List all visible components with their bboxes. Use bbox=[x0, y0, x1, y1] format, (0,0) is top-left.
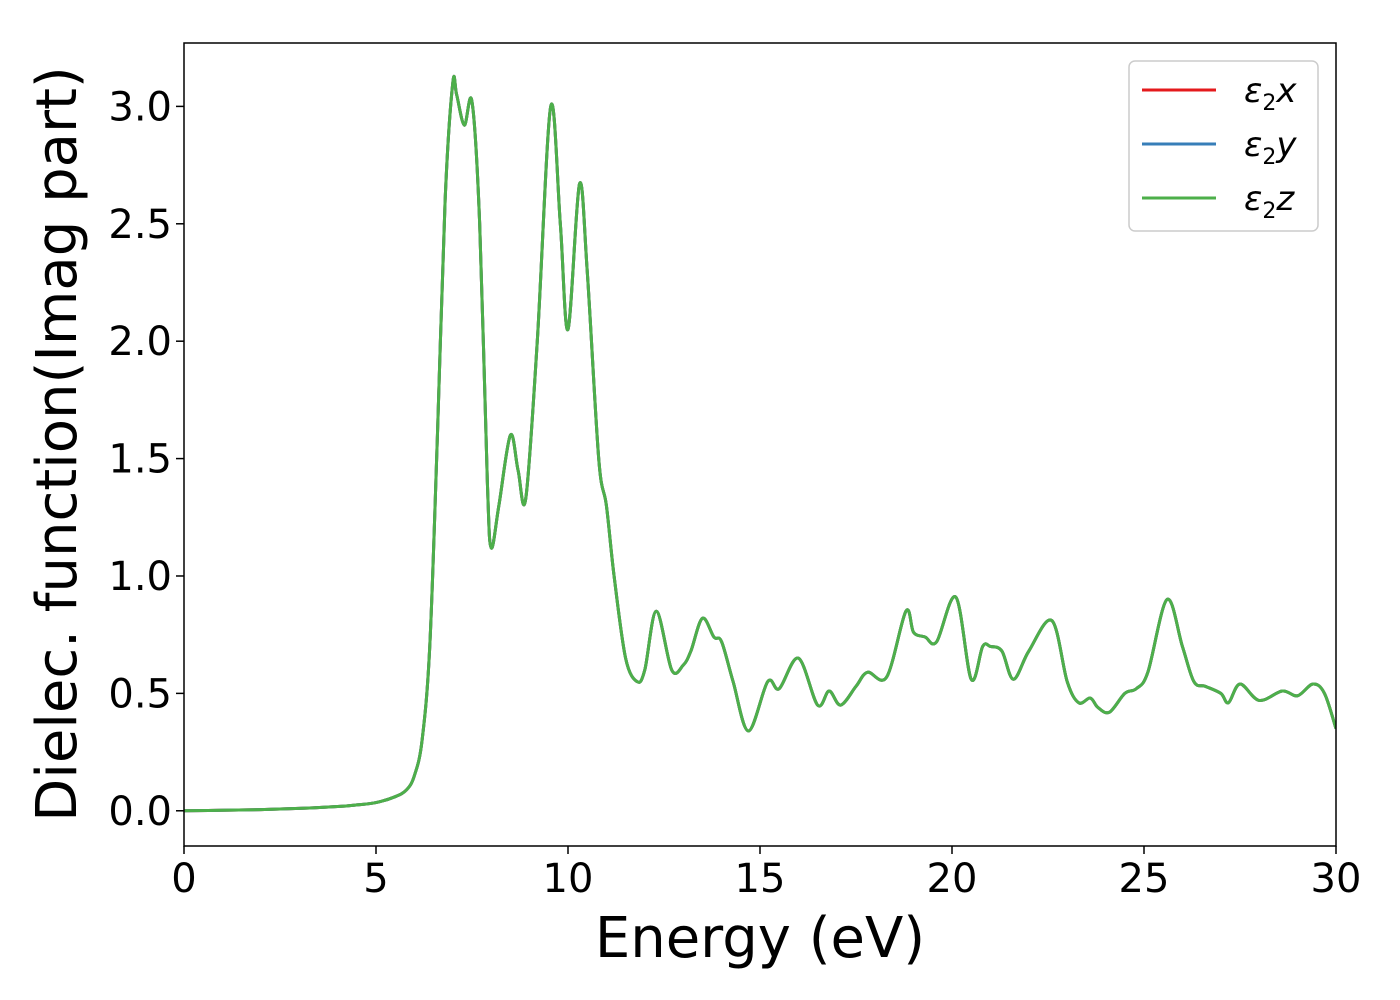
legend-label-eps2y: ε2y bbox=[1244, 125, 1297, 170]
legend-label-eps2z: ε2z bbox=[1244, 179, 1295, 224]
legend-label-eps2x: ε2x bbox=[1244, 71, 1297, 116]
y-tick-label: 2.0 bbox=[108, 319, 172, 365]
x-tick-label: 25 bbox=[1119, 856, 1170, 902]
x-axis-title: Energy (eV) bbox=[595, 906, 925, 971]
y-tick-label: 3.0 bbox=[108, 84, 172, 130]
x-tick-label: 20 bbox=[927, 856, 978, 902]
x-tick-label: 15 bbox=[735, 856, 786, 902]
y-tick-label: 0.5 bbox=[108, 671, 172, 717]
legend-box bbox=[1128, 60, 1319, 232]
y-tick-label: 0.0 bbox=[108, 789, 172, 835]
series-line-eps2z bbox=[184, 74, 1336, 813]
y-axis: 0.0 0.5 1.0 1.5 2.0 2.5 3.0 bbox=[108, 84, 184, 835]
x-tick-label: 0 bbox=[171, 856, 196, 902]
series-layer bbox=[184, 74, 1336, 813]
y-tick-label: 2.5 bbox=[108, 202, 172, 248]
x-tick-label: 30 bbox=[1311, 856, 1362, 902]
x-tick-label: 5 bbox=[363, 856, 388, 902]
y-tick-label: 1.0 bbox=[108, 554, 172, 600]
y-tick-label: 1.5 bbox=[108, 437, 172, 483]
x-axis: 0 5 10 15 20 25 30 bbox=[171, 846, 1361, 902]
legend: ε2x ε2y ε2z bbox=[1128, 60, 1319, 232]
y-axis-title: Dielec. function(Imag part) bbox=[25, 66, 90, 822]
x-tick-label: 10 bbox=[543, 856, 594, 902]
